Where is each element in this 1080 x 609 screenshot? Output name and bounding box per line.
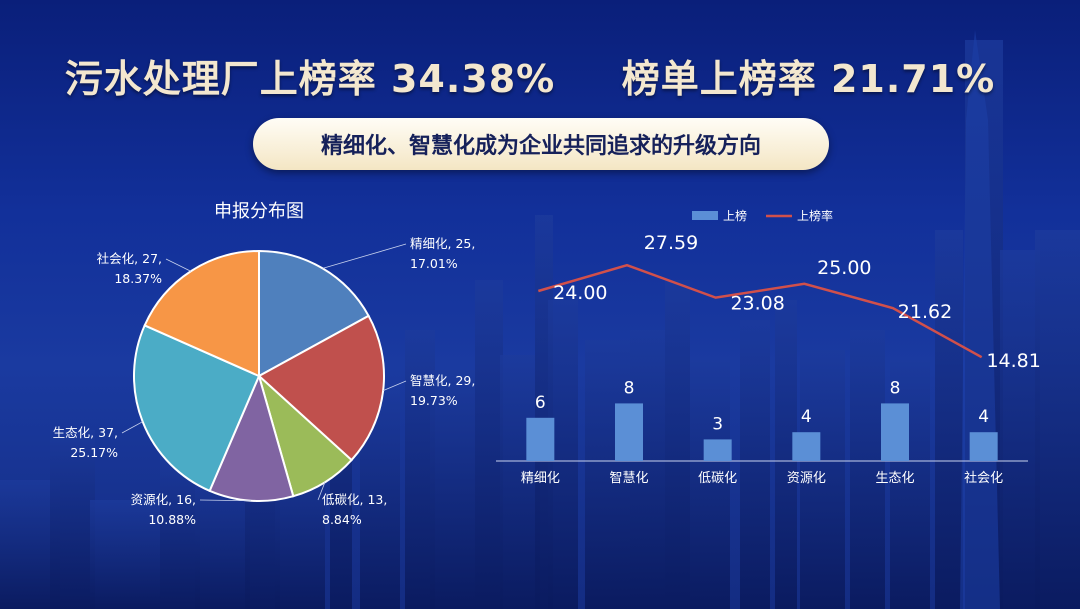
bar: [881, 403, 909, 461]
skyline-building: [665, 280, 690, 609]
pie-label: 智慧化, 29,: [410, 373, 475, 388]
pie-leader-line: [382, 380, 407, 392]
pie-percent: 17.01%: [410, 256, 458, 271]
pie-label: 低碳化, 13,: [322, 492, 387, 507]
skyline-building: [690, 360, 730, 609]
x-tick-label: 生态化: [875, 471, 914, 486]
skyline-building: [800, 350, 845, 609]
bar-value-label: 4: [978, 407, 989, 427]
skyline-building: [585, 340, 630, 609]
pie-leader-line: [322, 243, 407, 269]
pie-title: 申报分布图: [214, 201, 304, 222]
line-value-label: 21.62: [898, 301, 952, 323]
x-tick-label: 低碳化: [698, 471, 737, 486]
line-value-label: 23.08: [730, 293, 784, 315]
headline-part1-label: 污水处理厂上榜率: [64, 57, 377, 101]
rate-line: [537, 263, 983, 359]
legend-bar-swatch: [692, 211, 718, 220]
pie-percent: 25.17%: [70, 445, 118, 460]
skyline-building: [1000, 250, 1040, 609]
line-value-label: 24.00: [553, 282, 607, 304]
skyline-building: [890, 360, 930, 609]
bar: [703, 439, 732, 461]
pie-label: 社会化, 27,: [97, 251, 162, 266]
pie-slice: [257, 314, 385, 462]
skyline-building: [775, 300, 797, 609]
pie-leader-line: [121, 421, 143, 434]
legend-line-label: 上榜率: [797, 208, 833, 223]
pie-leader-line: [165, 258, 191, 272]
bar: [615, 403, 643, 461]
skyline-building: [630, 330, 665, 609]
bar-value-label: 6: [535, 393, 546, 413]
skyline-building: [740, 320, 770, 609]
skyline-building: [430, 370, 475, 609]
headline-part2-label: 榜单上榜率: [621, 57, 817, 101]
x-tick-label: 精细化: [521, 471, 560, 486]
skyline-building: [500, 355, 540, 609]
x-tick-label: 社会化: [964, 470, 1003, 486]
skyline-building: [50, 430, 95, 609]
headline-part2-value: 21.71%: [830, 57, 996, 101]
skyline-building: [90, 500, 160, 609]
pie-percent: 19.73%: [410, 393, 458, 408]
bar: [969, 432, 998, 461]
pie-leader-line: [199, 499, 251, 502]
bar: [792, 432, 821, 461]
skyline-tower: [960, 30, 1000, 609]
pie-slice: [258, 249, 370, 378]
headline: 污水处理厂上榜率 34.38% 榜单上榜率 21.71%: [0, 48, 1060, 103]
legend-bar-label: 上榜: [723, 208, 747, 223]
bar-value-label: 3: [712, 414, 723, 434]
bar: [526, 417, 555, 461]
bar-value-label: 4: [801, 407, 812, 427]
pie-percent: 8.84%: [322, 512, 362, 527]
line-value-label: 27.59: [644, 232, 698, 254]
line-value-label: 14.81: [986, 350, 1040, 372]
skyline-building: [475, 280, 503, 609]
pie-leader-line: [317, 482, 326, 501]
pie-percent: 10.88%: [148, 512, 196, 527]
skyline-building: [850, 330, 885, 609]
subtitle-banner: 精细化、智慧化成为企业共同追求的升级方向: [253, 118, 829, 170]
skyline-building: [935, 230, 963, 609]
skyline-building: [1035, 230, 1080, 609]
x-tick-label: 智慧化: [609, 470, 648, 486]
x-tick-label: 资源化: [787, 471, 826, 486]
pie-percent: 18.37%: [114, 271, 162, 286]
pie-label: 资源化, 16,: [131, 492, 196, 507]
line-value-label: 25.00: [817, 257, 871, 279]
pie-label: 精细化, 25,: [410, 236, 475, 251]
bar-value-label: 8: [624, 378, 635, 398]
headline-part1-value: 34.38%: [390, 57, 556, 101]
pie-label: 生态化, 37,: [53, 425, 118, 440]
bar-value-label: 8: [890, 378, 901, 398]
